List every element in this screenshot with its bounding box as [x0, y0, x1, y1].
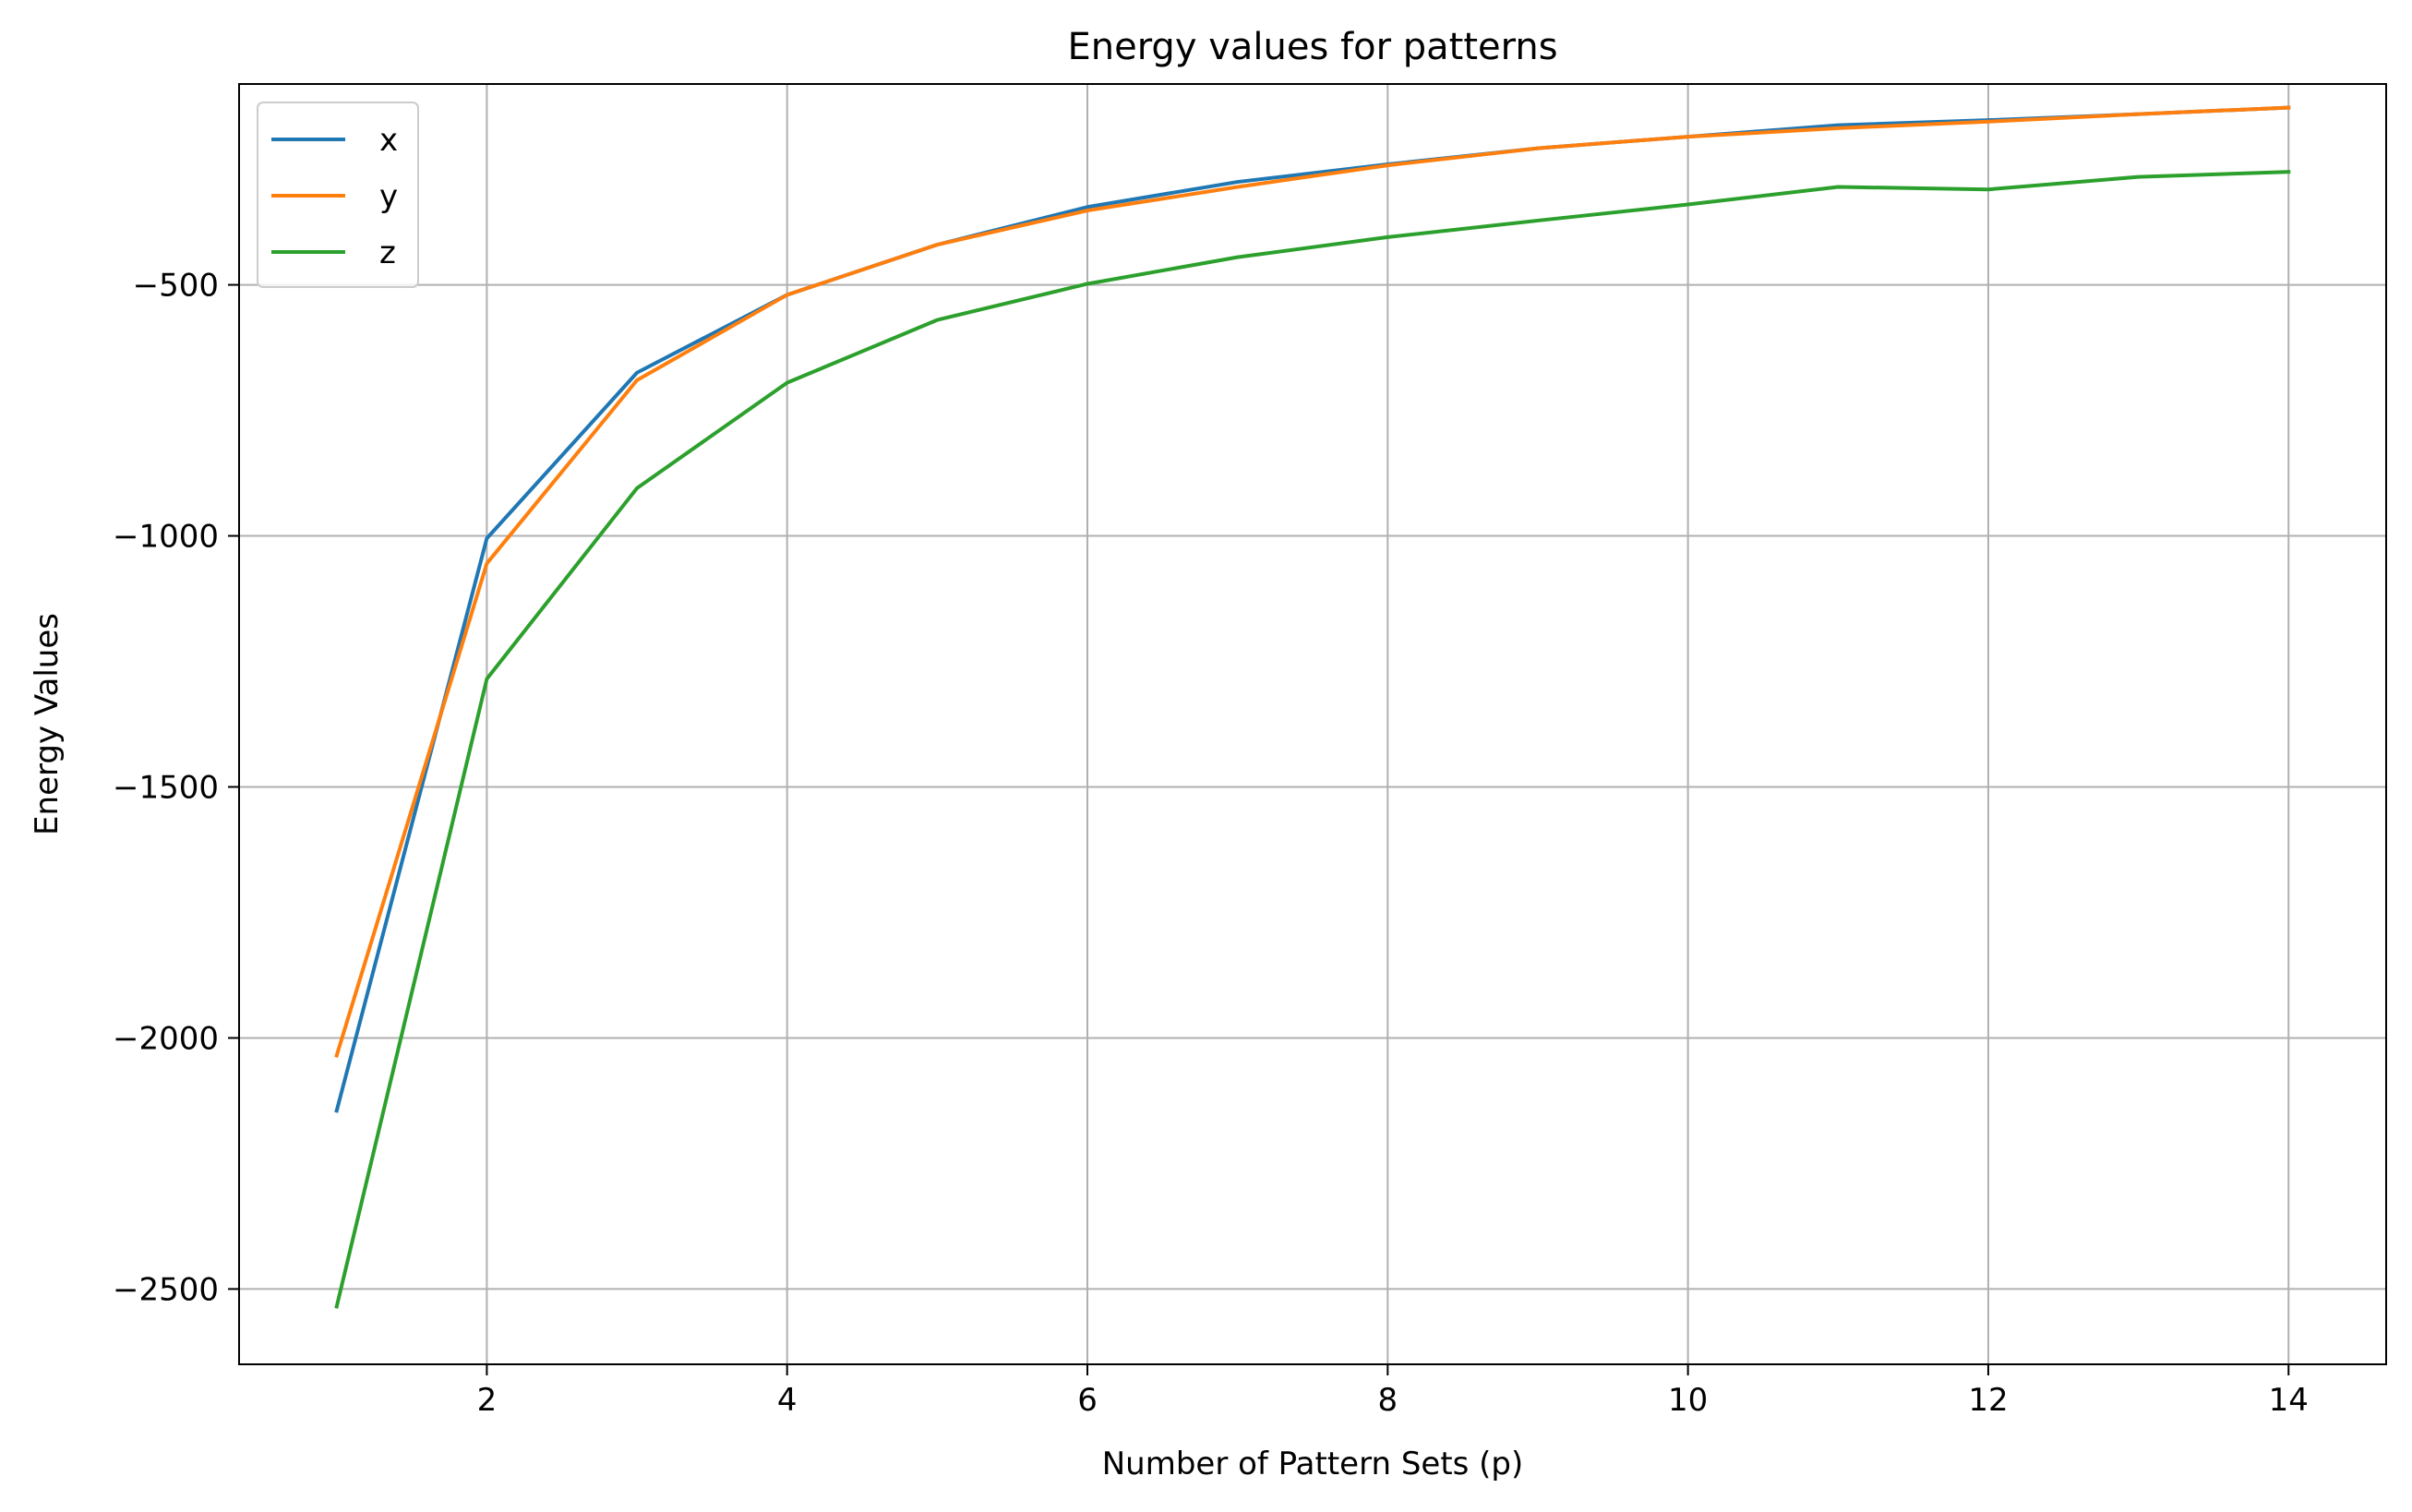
x-axis-label: Number of Pattern Sets (p) — [1102, 1446, 1524, 1482]
x-tick-label: 4 — [777, 1382, 798, 1419]
legend-label-z: z — [379, 234, 396, 271]
y-tick-label: −2000 — [113, 1020, 219, 1057]
y-tick-label: −500 — [133, 268, 219, 305]
legend: xyz — [257, 102, 419, 288]
legend-label-x: x — [379, 122, 398, 159]
x-tick-label: 2 — [477, 1382, 498, 1419]
y-tick-label: −1500 — [113, 769, 219, 806]
x-tick-label: 10 — [1668, 1382, 1708, 1419]
x-tick-label: 6 — [1077, 1382, 1098, 1419]
y-tick-label: −1000 — [113, 519, 219, 556]
y-axis-label: Energy Values — [29, 613, 66, 835]
plot-frame — [238, 83, 2387, 1365]
legend-label-y: y — [379, 178, 398, 215]
series-lines — [334, 105, 2291, 1309]
x-tick-label: 14 — [2269, 1382, 2309, 1419]
series-line-y — [334, 105, 2291, 1058]
x-tick-label: 8 — [1378, 1382, 1398, 1419]
chart-title: Energy values for patterns — [1067, 26, 1557, 68]
x-tick-label: 12 — [1968, 1382, 2008, 1419]
axis-ticks: 2 4 6 8 10 12 14 −2500 −2000 −1500 −1000 −500 — [113, 268, 2309, 1419]
series-line-z — [334, 170, 2291, 1309]
y-tick-label: −2500 — [113, 1271, 219, 1308]
grid — [239, 84, 2386, 1364]
